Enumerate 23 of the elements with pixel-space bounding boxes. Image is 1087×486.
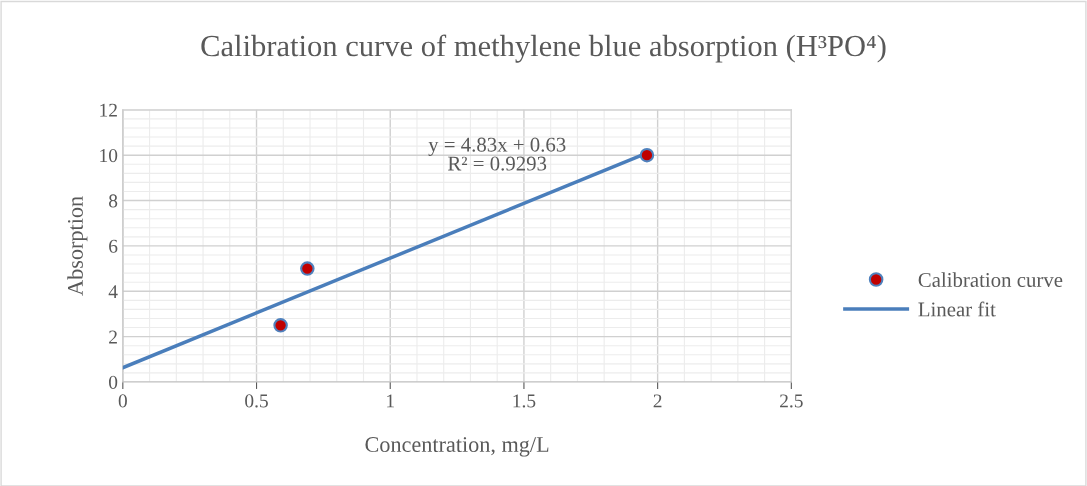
x-tick-label: 2 [653, 394, 662, 408]
y-tick-label: 6 [109, 239, 118, 253]
y-tick-label: 0 [108, 375, 118, 389]
x-tick-label: 0 [118, 394, 127, 408]
x-tick-label: 1.5 [513, 394, 536, 408]
point [639, 147, 655, 163]
x-tick-label: 0.5 [245, 394, 268, 408]
x-axis-title: Concentration, mg/L [365, 437, 549, 457]
chart-title: Calibration curve of methylene blue absorption (H³PO⁴) [201, 34, 886, 63]
annotation: R² = 0.9293 [447, 156, 547, 171]
legend-label: Calibration curve [918, 272, 1063, 288]
y-tick-label: 12 [100, 103, 117, 117]
point [300, 261, 315, 276]
y-tick-label: 2 [109, 330, 117, 344]
point [273, 318, 288, 333]
y-tick-label: 10 [100, 149, 118, 163]
y-tick-label: 4 [108, 285, 118, 299]
x-tick-label: 2.5 [780, 394, 803, 408]
y-axis-title: Absorption [67, 196, 88, 296]
x-tick-label: 1 [387, 394, 394, 408]
y-tick-label: 8 [108, 194, 118, 208]
annotation: y = 4.83x + 0.63 [428, 137, 566, 156]
legend-label: Linear fit [918, 301, 996, 317]
